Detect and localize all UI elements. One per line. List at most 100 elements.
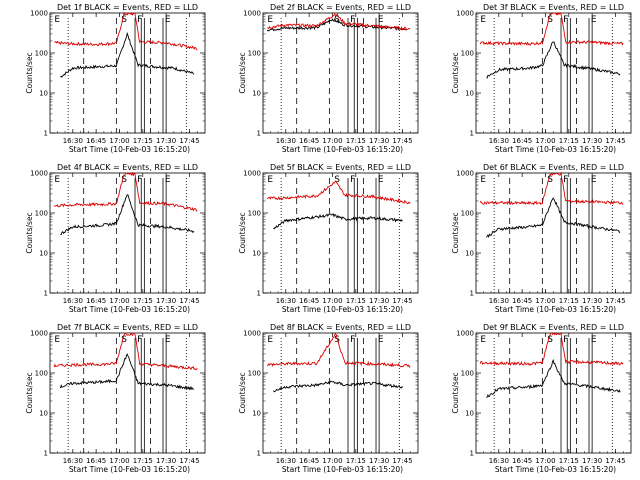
y-axis-label: Counts/sec [25, 212, 34, 253]
interval-marker: S [547, 335, 553, 345]
y-tick-label: 10 [465, 250, 474, 258]
x-tick-label: 16:30 [489, 457, 509, 465]
y-tick-label: 100 [461, 210, 474, 218]
events-series-line [273, 380, 403, 393]
y-tick-label: 1000 [243, 10, 261, 18]
y-tick-label: 100 [35, 210, 48, 218]
y-tick-label: 100 [35, 370, 48, 378]
x-tick-label: 17:45 [179, 297, 199, 305]
y-tick-label: 1 [44, 290, 48, 298]
lld-series-line [479, 12, 624, 46]
x-tick-label: 17:00 [109, 457, 129, 465]
y-tick-label: 100 [461, 370, 474, 378]
x-tick-label: 17:00 [535, 297, 555, 305]
y-axis-label: Counts/sec [25, 372, 34, 413]
x-tick-label: 16:30 [276, 137, 296, 145]
y-axis-label: Counts/sec [451, 372, 460, 413]
y-tick-label: 1 [470, 450, 474, 458]
x-tick-label: 17:15 [559, 137, 579, 145]
y-tick-label: 10 [465, 410, 474, 418]
panel-det-2: Det 2f BLACK = Events, RED = LLD 1 10 100 10… [238, 3, 419, 154]
x-tick-label: 16:30 [489, 137, 509, 145]
x-axis-label: Start Time (10-Feb-03 16:15:20) [69, 305, 190, 314]
x-tick-label: 17:00 [109, 297, 129, 305]
y-tick-label: 10 [252, 410, 261, 418]
events-series-line [273, 213, 403, 230]
plot-frame [475, 172, 632, 294]
y-tick-label: 1000 [30, 330, 48, 338]
x-tick-label: 16:45 [299, 137, 319, 145]
y-tick-label: 100 [248, 370, 261, 378]
x-tick-label: 17:30 [582, 297, 602, 305]
panel-title: Det 3f BLACK = Events, RED = LLD [483, 3, 624, 12]
x-tick-label: 16:45 [86, 137, 106, 145]
y-tick-label: 1000 [243, 330, 261, 338]
events-series-line [59, 353, 195, 391]
x-tick-label: 17:30 [582, 457, 602, 465]
plot-frame [49, 172, 206, 294]
x-tick-label: 17:15 [133, 457, 153, 465]
x-tick-label: 17:15 [559, 297, 579, 305]
y-axis-label: Counts/sec [451, 52, 460, 93]
x-tick-label: 17:45 [179, 137, 199, 145]
x-tick-label: 17:30 [369, 457, 389, 465]
plot-frame [49, 332, 206, 454]
x-tick-label: 17:30 [369, 137, 389, 145]
y-tick-label: 100 [35, 50, 48, 58]
x-tick-label: 16:45 [299, 457, 319, 465]
x-tick-label: 16:30 [276, 297, 296, 305]
x-tick-label: 17:45 [605, 457, 625, 465]
x-tick-label: 16:45 [86, 297, 106, 305]
x-tick-label: 17:15 [346, 457, 366, 465]
panel-title: Det 5f BLACK = Events, RED = LLD [270, 163, 411, 172]
y-axis-label: Counts/sec [238, 212, 247, 253]
lld-series-line [267, 13, 411, 31]
y-tick-label: 1000 [456, 170, 474, 178]
x-axis-label: Start Time (10-Feb-03 16:15:20) [282, 145, 403, 154]
x-tick-label: 16:30 [63, 457, 83, 465]
panel-det-6: Det 6f BLACK = Events, RED = LLD 1 10 100 10… [451, 163, 632, 314]
x-tick-label: 17:30 [369, 297, 389, 305]
y-tick-label: 10 [39, 90, 48, 98]
lld-series-line [479, 171, 624, 206]
x-tick-label: 17:30 [156, 137, 176, 145]
x-tick-label: 17:15 [346, 137, 366, 145]
panel-title: Det 1f BLACK = Events, RED = LLD [57, 3, 198, 12]
interval-marker: E [591, 175, 597, 185]
x-tick-label: 17:00 [322, 137, 342, 145]
panel-det-7: Det 7f BLACK = Events, RED = LLD 1 10 100 10… [25, 323, 206, 474]
interval-marker: E [480, 15, 486, 25]
y-tick-label: 1 [470, 130, 474, 138]
x-tick-label: 16:45 [299, 297, 319, 305]
interval-marker: F [137, 15, 142, 25]
interval-marker: F [563, 15, 568, 25]
x-axis-label: Start Time (10-Feb-03 16:15:20) [495, 465, 616, 474]
interval-marker: F [563, 335, 568, 345]
y-tick-label: 10 [252, 90, 261, 98]
x-axis-label: Start Time (10-Feb-03 16:15:20) [69, 145, 190, 154]
panel-det-8: Det 8f BLACK = Events, RED = LLD 1 10 100 10… [238, 323, 419, 474]
interval-marker: F [350, 335, 355, 345]
interval-marker: E [480, 335, 486, 345]
x-tick-label: 17:45 [392, 297, 412, 305]
x-tick-label: 17:00 [535, 137, 555, 145]
panel-title: Det 8f BLACK = Events, RED = LLD [270, 323, 411, 332]
y-tick-label: 1000 [30, 10, 48, 18]
x-tick-label: 17:30 [156, 457, 176, 465]
y-tick-label: 100 [248, 50, 261, 58]
y-tick-label: 1 [257, 130, 261, 138]
plot-frame [475, 332, 632, 454]
events-series-line [486, 358, 621, 398]
interval-marker: S [547, 175, 553, 185]
interval-marker: F [350, 175, 355, 185]
x-tick-label: 17:15 [559, 457, 579, 465]
events-series-line [486, 41, 621, 79]
plot-frame [49, 12, 206, 134]
lld-series-line [53, 332, 198, 371]
interval-marker: E [378, 175, 384, 185]
x-axis-label: Start Time (10-Feb-03 16:15:20) [495, 145, 616, 154]
x-tick-label: 17:30 [156, 297, 176, 305]
y-tick-label: 1 [257, 450, 261, 458]
interval-marker: E [267, 335, 273, 345]
